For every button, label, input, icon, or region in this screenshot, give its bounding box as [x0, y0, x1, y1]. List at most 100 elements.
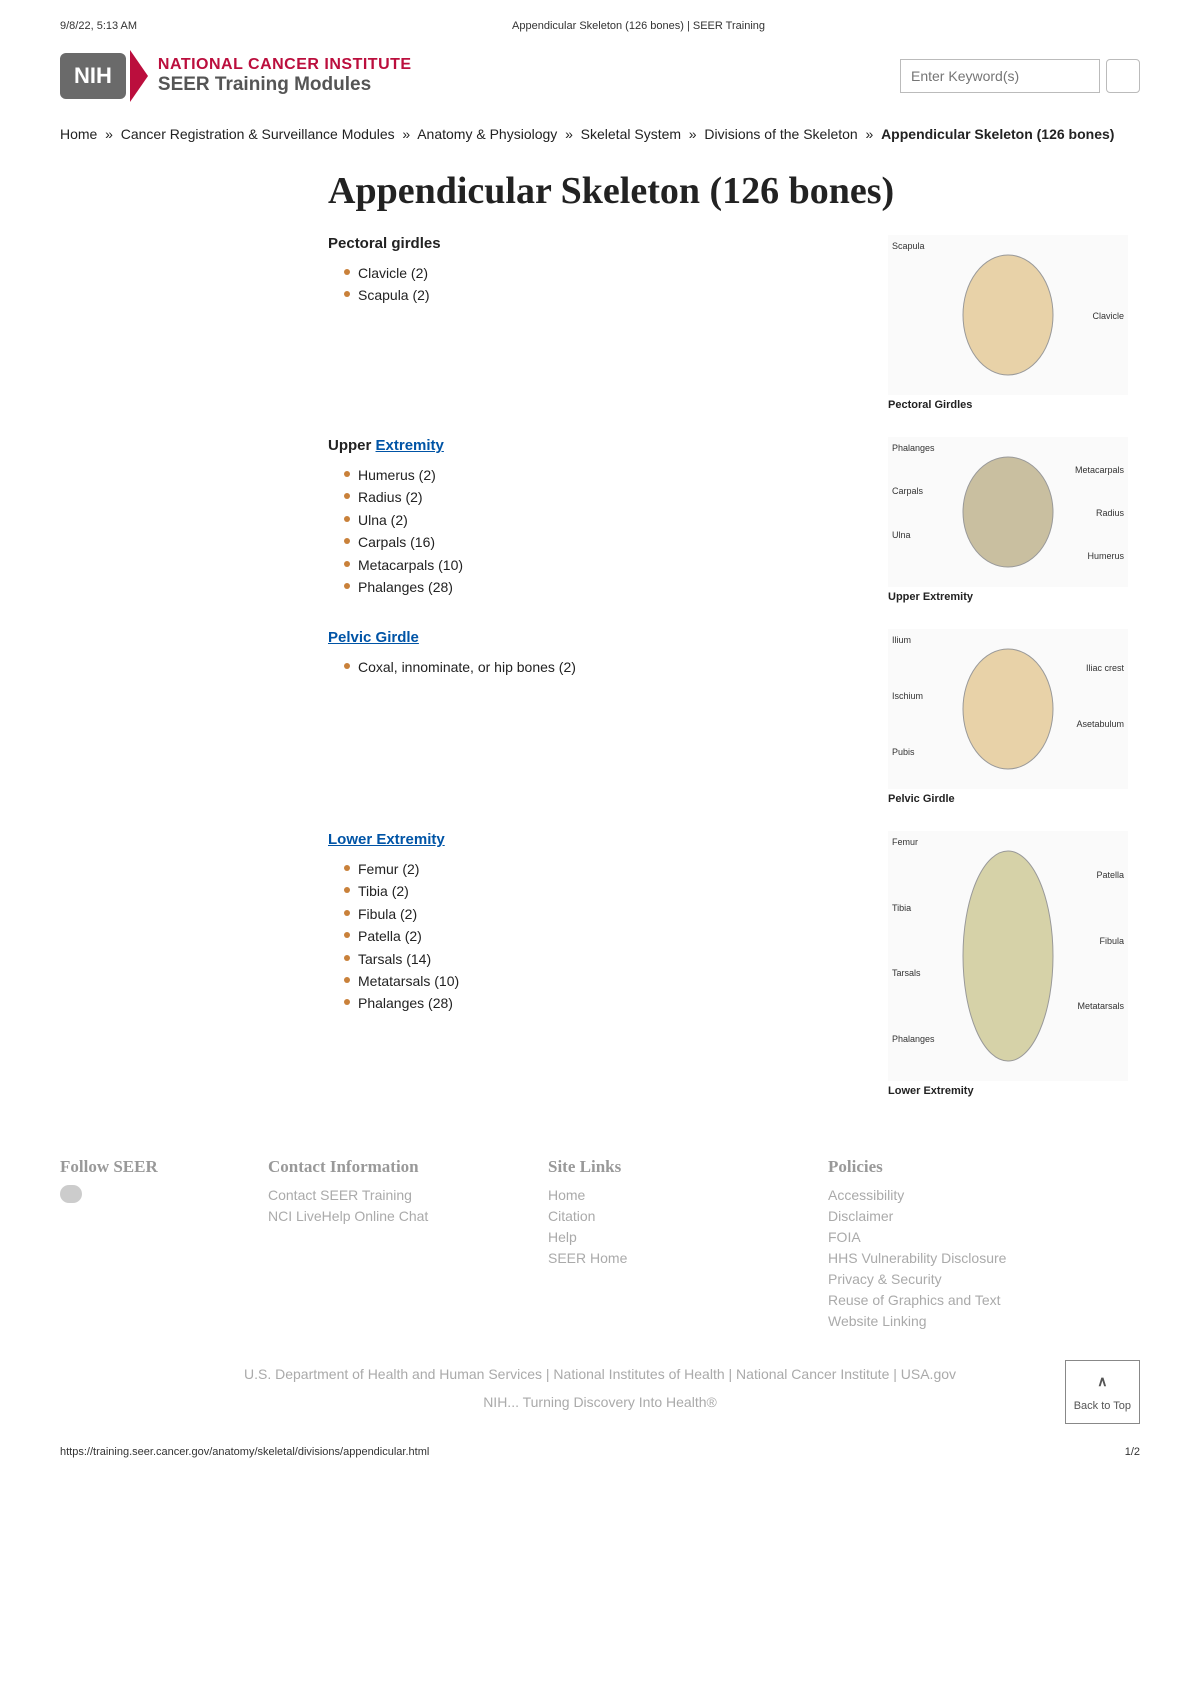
footer: Follow SEER Contact Information Contact … — [60, 1137, 1140, 1416]
footer-link[interactable]: SEER Home — [548, 1248, 788, 1269]
list-item: Coxal, innominate, or hip bones (2) — [344, 656, 858, 678]
anatomy-label: Ilium — [892, 635, 911, 645]
footer-heading: Site Links — [548, 1157, 788, 1177]
logo-text: NATIONAL CANCER INSTITUTE SEER Training … — [158, 56, 412, 96]
list-item: Fibula (2) — [344, 903, 858, 925]
list-item: Femur (2) — [344, 858, 858, 880]
footer-link[interactable]: Citation — [548, 1206, 788, 1227]
nih-badge: NIH — [60, 53, 126, 99]
crumb-link[interactable]: Divisions of the Skeleton — [704, 126, 857, 142]
anatomy-label: Patella — [1096, 870, 1124, 880]
anatomy-label: Iliac crest — [1086, 663, 1124, 673]
search-form — [900, 59, 1140, 93]
speech-icon[interactable] — [60, 1185, 82, 1203]
print-url: https://training.seer.cancer.gov/anatomy… — [60, 1446, 429, 1458]
crumb-link[interactable]: Home — [60, 126, 97, 142]
figure-caption: Lower Extremity — [888, 1085, 1128, 1097]
anatomy-diagram: IliumIliac crestIschiumAsetabulumPubis — [888, 629, 1128, 789]
section: Upper Extremity Humerus (2)Radius (2)Ulna… — [328, 437, 1128, 603]
bone-list: Femur (2)Tibia (2)Fibula (2)Patella (2)T… — [344, 858, 858, 1015]
anatomy-label: Radius — [1096, 508, 1124, 518]
footer-link[interactable]: FOIA — [828, 1227, 1140, 1248]
page-title: Appendicular Skeleton (126 bones) — [328, 169, 1128, 213]
list-item: Patella (2) — [344, 925, 858, 947]
anatomy-label: Clavicle — [1092, 311, 1124, 321]
footer-link[interactable]: Home — [548, 1185, 788, 1206]
footer-tagline: NIH... Turning Discovery Into Health® — [60, 1388, 1140, 1416]
section-link[interactable]: Lower Extremity — [328, 831, 445, 848]
footer-link[interactable]: NCI LiveHelp Online Chat — [268, 1206, 508, 1227]
footer-gov-links: U.S. Department of Health and Human Serv… — [60, 1360, 1140, 1388]
anatomy-label: Tarsals — [892, 968, 921, 978]
figure: IliumIliac crestIschiumAsetabulumPubisPe… — [888, 629, 1128, 805]
list-item: Metacarpals (10) — [344, 554, 858, 576]
back-to-top-button[interactable]: ∧ Back to Top — [1065, 1360, 1140, 1424]
list-item: Metatarsals (10) — [344, 970, 858, 992]
list-item: Phalanges (28) — [344, 992, 858, 1014]
section-link[interactable]: Extremity — [376, 437, 444, 454]
footer-heading: Policies — [828, 1157, 1140, 1177]
section-link[interactable]: Pelvic Girdle — [328, 629, 419, 646]
section: Lower Extremity Femur (2)Tibia (2)Fibula … — [328, 831, 1128, 1097]
print-title: Appendicular Skeleton (126 bones) | SEER… — [512, 20, 765, 32]
figure-caption: Pectoral Girdles — [888, 399, 1128, 411]
footer-link[interactable]: Privacy & Security — [828, 1269, 1140, 1290]
footer-link[interactable]: HHS Vulnerability Disclosure — [828, 1248, 1140, 1269]
bone-list: Clavicle (2)Scapula (2) — [344, 262, 858, 307]
section-heading: Upper Extremity — [328, 437, 858, 454]
bone-list: Coxal, innominate, or hip bones (2) — [344, 656, 858, 678]
figure: Phalanges Metacarpals Carpals Radius Ulna Hum… — [888, 437, 1128, 603]
anatomy-label: Phalanges — [892, 443, 935, 453]
list-item: Humerus (2) — [344, 464, 858, 486]
search-input[interactable] — [900, 59, 1100, 93]
footer-link[interactable]: Accessibility — [828, 1185, 1140, 1206]
print-page: 1/2 — [1125, 1446, 1140, 1458]
list-item: Ulna (2) — [344, 509, 858, 531]
anatomy-label: Humerus — [1087, 551, 1124, 561]
section-heading: Pectoral girdles — [328, 235, 858, 252]
anatomy-diagram: Phalanges Metacarpals Carpals Radius Ulna Hum… — [888, 437, 1128, 587]
anatomy-label: Tibia — [892, 903, 911, 913]
list-item: Clavicle (2) — [344, 262, 858, 284]
anatomy-label: Pubis — [892, 747, 915, 757]
list-item: Phalanges (28) — [344, 576, 858, 598]
anatomy-label: Scapula — [892, 241, 925, 251]
footer-link[interactable]: Website Linking — [828, 1311, 1140, 1332]
crumb-link[interactable]: Skeletal System — [581, 126, 681, 142]
section-heading: Lower Extremity — [328, 831, 858, 848]
footer-link[interactable]: Help — [548, 1227, 788, 1248]
chevron-icon — [130, 50, 148, 102]
footer-heading: Contact Information — [268, 1157, 508, 1177]
anatomy-label: Ischium — [892, 691, 923, 701]
footer-link[interactable]: Disclaimer — [828, 1206, 1140, 1227]
footer-link[interactable]: Contact SEER Training — [268, 1185, 508, 1206]
figure: FemurPatellaTibiaFibulaTarsalsMetatarsal… — [888, 831, 1128, 1097]
print-datetime: 9/8/22, 5:13 AM — [60, 20, 137, 32]
crumb-link[interactable]: Cancer Registration & Surveillance Modul… — [121, 126, 395, 142]
crumb-link[interactable]: Anatomy & Physiology — [417, 126, 557, 142]
anatomy-label: Metacarpals — [1075, 465, 1124, 475]
anatomy-label: Fibula — [1099, 936, 1124, 946]
site-header: NIH NATIONAL CANCER INSTITUTE SEER Train… — [60, 50, 1140, 102]
anatomy-label: Carpals — [892, 486, 923, 496]
figure: Scapula Clavicle Pectoral Girdles — [888, 235, 1128, 411]
logo[interactable]: NIH NATIONAL CANCER INSTITUTE SEER Train… — [60, 50, 412, 102]
footer-link[interactable]: Reuse of Graphics and Text — [828, 1290, 1140, 1311]
figure-caption: Upper Extremity — [888, 591, 1128, 603]
section: Pectoral girdlesClavicle (2)Scapula (2)S… — [328, 235, 1128, 411]
print-header: 9/8/22, 5:13 AM Appendicular Skeleton (1… — [60, 20, 1140, 32]
bone-list: Humerus (2)Radius (2)Ulna (2)Carpals (16… — [344, 464, 858, 598]
anatomy-diagram: Scapula Clavicle — [888, 235, 1128, 395]
list-item: Tibia (2) — [344, 880, 858, 902]
section-heading: Pelvic Girdle — [328, 629, 858, 646]
crumb-current: Appendicular Skeleton (126 bones) — [881, 126, 1114, 142]
main-content: Appendicular Skeleton (126 bones) Pector… — [328, 169, 1128, 1097]
anatomy-diagram: FemurPatellaTibiaFibulaTarsalsMetatarsal… — [888, 831, 1128, 1081]
list-item: Carpals (16) — [344, 531, 858, 553]
anatomy-label: Metatarsals — [1077, 1001, 1124, 1011]
search-button[interactable] — [1106, 59, 1140, 93]
anatomy-label: Ulna — [892, 530, 911, 540]
breadcrumb: Home » Cancer Registration & Surveillanc… — [60, 124, 1140, 145]
print-footer: https://training.seer.cancer.gov/anatomy… — [0, 1446, 1200, 1468]
list-item: Scapula (2) — [344, 284, 858, 306]
